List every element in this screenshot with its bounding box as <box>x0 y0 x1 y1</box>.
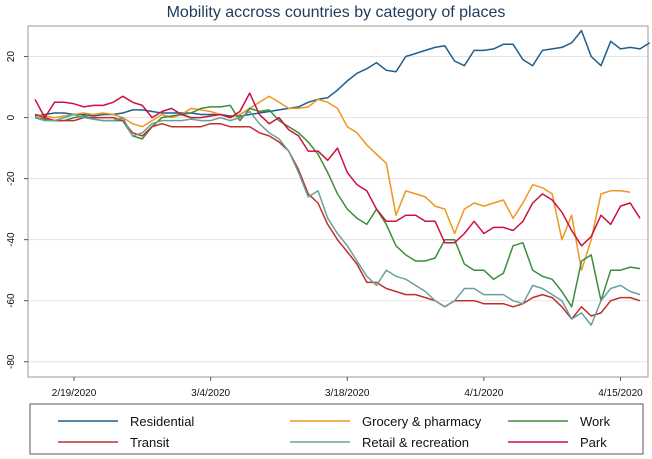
legend-label: Retail & recreation <box>362 435 469 450</box>
x-tick-label: 4/1/2020 <box>464 388 503 399</box>
plot-frame <box>27 25 649 378</box>
series-line-4 <box>34 110 641 326</box>
legend-label: Work <box>580 414 611 429</box>
legend-box <box>29 403 644 455</box>
y-axis: 20 0 -20 -40 -60 -80 <box>6 51 28 369</box>
legend-label: Residential <box>130 414 194 429</box>
y-tick-label: -80 <box>6 354 17 369</box>
x-tick-label: 3/18/2020 <box>325 388 370 399</box>
x-tick-label: 2/19/2020 <box>52 388 97 399</box>
y-tick-label: -40 <box>6 232 17 247</box>
y-tick-label: -60 <box>6 293 17 308</box>
series-line-3 <box>34 113 641 320</box>
series-line-1 <box>34 95 631 271</box>
legend-label: Grocery & pharmacy <box>362 414 482 429</box>
x-tick-label: 3/4/2020 <box>191 388 230 399</box>
legend: Residential Grocery & pharmacy Work Transit… <box>58 414 611 450</box>
series-lines <box>34 29 651 326</box>
series-line-2 <box>34 104 641 308</box>
y-tick-label: -20 <box>6 171 17 186</box>
y-tick-label: 0 <box>6 114 17 120</box>
series-line-5 <box>34 92 641 247</box>
chart-title: Mobility accross countries by category o… <box>167 4 506 21</box>
grid <box>28 56 648 363</box>
series-line-0 <box>34 29 651 117</box>
x-axis: 2/19/2020 3/4/2020 3/18/2020 4/1/2020 4/15/2… <box>52 377 643 399</box>
y-tick-label: 20 <box>6 51 17 63</box>
legend-label: Transit <box>130 435 170 450</box>
x-tick-label: 4/15/2020 <box>598 388 643 399</box>
legend-label: Park <box>580 435 607 450</box>
